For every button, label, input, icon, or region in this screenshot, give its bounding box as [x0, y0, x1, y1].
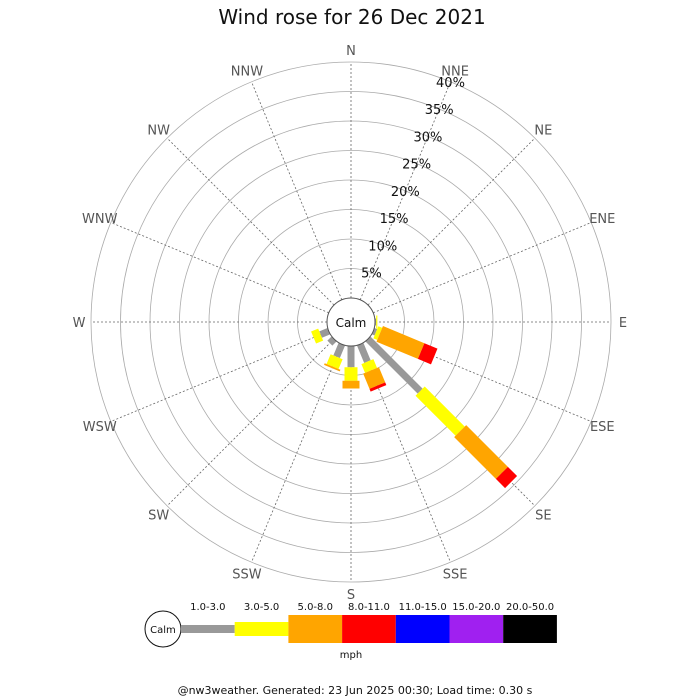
bar-sse-8.0-11.0 [369, 382, 387, 392]
radial-tick-7: 35% [425, 103, 454, 118]
grid-circle [120, 91, 582, 553]
bar-ssw-5.0-8.0 [324, 363, 341, 372]
direction-label-n: N [346, 44, 356, 59]
direction-label-sw: SW [148, 508, 169, 523]
legend-unit: mph [340, 650, 362, 661]
wind-bars [311, 315, 518, 489]
bar-sw-1.0-3.0 [327, 336, 337, 346]
direction-label-wsw: WSW [83, 420, 117, 435]
direction-label-sse: SSE [443, 567, 468, 582]
bar-se-5.0-8.0 [454, 425, 508, 479]
grid-circle [267, 238, 435, 406]
legend-swatch-11.0-15.0 [395, 615, 450, 643]
direction-labels: N NNE NE ENE E ESE SE SSE S SSW SW WSW W WNW NW NNW [73, 44, 628, 603]
radial-tick-8: 40% [436, 76, 465, 91]
bar-ese-5.0-8.0 [376, 326, 425, 359]
direction-label-ssw: SSW [232, 567, 262, 582]
bar-ssw-1.0-3.0 [333, 342, 346, 359]
legend-calm-label: Calm [150, 625, 176, 636]
spoke-sw [166, 338, 335, 507]
direction-label-nnw: NNW [231, 65, 263, 80]
radial-tick-1: 5% [361, 267, 382, 282]
radial-tick-5: 25% [402, 158, 431, 173]
bar-sse-1.0-3.0 [356, 342, 371, 363]
direction-label-e: E [619, 316, 627, 331]
legend-swatch-1.0-3.0 [181, 625, 235, 633]
legend-swatch-3.0-5.0 [234, 622, 289, 636]
spoke-nnw [251, 81, 343, 300]
radial-tick-6: 30% [413, 130, 442, 145]
bar-sse-3.0-5.0 [361, 359, 378, 373]
legend-label-3.0-5.0: 3.0-5.0 [244, 602, 279, 613]
bar-wsw-3.0-5.0 [311, 328, 324, 344]
legend-swatch-20.0-50.0 [503, 615, 557, 643]
radial-tick-3: 15% [380, 212, 409, 227]
bar-ssw-3.0-5.0 [326, 354, 343, 370]
calm-circle: Calm [326, 297, 376, 347]
direction-label-w: W [73, 316, 86, 331]
bar-ese-8.0-11.0 [417, 343, 438, 365]
spoke-ne [367, 137, 536, 306]
direction-label-nne: NNE [441, 65, 469, 80]
speed-legend: Calm mph 1.0-3.0 3.0-5.0 5.0-8.0 8.0-11.0 11… [144, 602, 557, 661]
direction-label-wnw: WNW [82, 212, 118, 227]
spoke-ese [373, 330, 592, 422]
direction-label-ese: ESE [590, 420, 615, 435]
bar-ese-3.0-5.0 [373, 326, 383, 340]
spoke-ene [373, 222, 592, 314]
legend-label-20.0-50.0: 20.0-50.0 [506, 602, 554, 613]
bar-sse-5.0-8.0 [363, 367, 386, 389]
direction-label-ene: ENE [589, 212, 615, 227]
radial-tick-labels: 5% 10% 15% 20% 25% 30% 35% 40% [361, 76, 465, 282]
grid-circle [90, 61, 612, 583]
spoke-nw [166, 137, 335, 306]
spoke-sse [359, 344, 451, 563]
calm-label: Calm [336, 316, 367, 330]
legend-label-1.0-3.0: 1.0-3.0 [190, 602, 225, 613]
legend-swatch-5.0-8.0 [288, 615, 343, 643]
radial-tick-4: 20% [391, 185, 420, 200]
spoke-wnw [110, 222, 329, 314]
bar-se-3.0-5.0 [415, 386, 465, 436]
spoke-nne [359, 81, 451, 300]
bar-se-8.0-11.0 [495, 466, 518, 489]
legend-label-11.0-15.0: 11.0-15.0 [399, 602, 447, 613]
bar-se-1.0-3.0 [365, 336, 423, 394]
chart-title: Wind rose for 26 Dec 2021 [218, 5, 485, 29]
legend-label-5.0-8.0: 5.0-8.0 [298, 602, 333, 613]
legend-label-8.0-11.0: 8.0-11.0 [348, 602, 390, 613]
direction-label-nw: NW [147, 124, 170, 139]
direction-label-se: SE [535, 508, 551, 523]
footer-text: @nw3weather. Generated: 23 Jun 2025 00:3… [178, 684, 533, 697]
direction-label-s: S [347, 588, 355, 603]
grid-circle [179, 150, 523, 494]
spoke-ssw [251, 344, 343, 563]
spoke-wsw [110, 330, 329, 422]
legend-swatch-15.0-20.0 [449, 615, 504, 643]
direction-label-ne: NE [534, 124, 552, 139]
legend-swatch-8.0-11.0 [342, 615, 396, 643]
bar-wsw-1.0-3.0 [319, 327, 331, 338]
radial-tick-2: 10% [368, 239, 397, 254]
legend-label-15.0-20.0: 15.0-20.0 [452, 602, 500, 613]
direction-spokes [91, 62, 611, 582]
